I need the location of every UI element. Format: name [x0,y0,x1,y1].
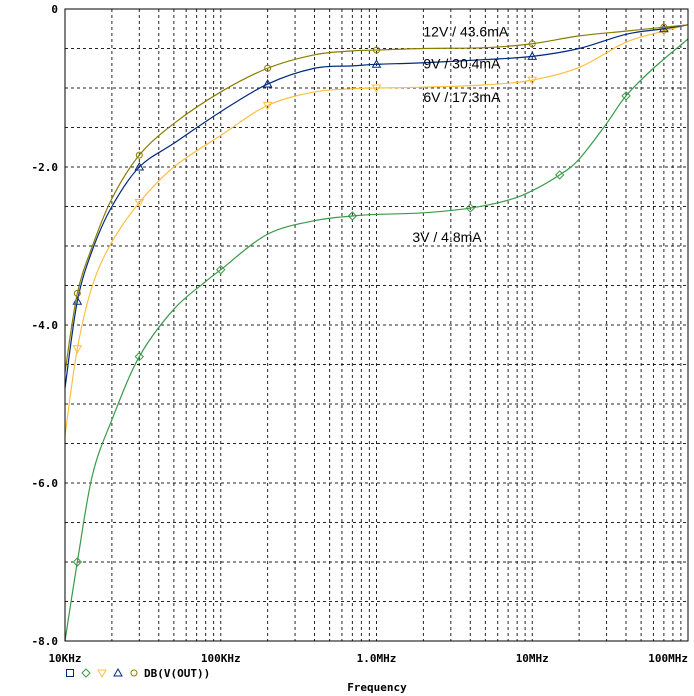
series-group [64,23,689,642]
data-point [134,351,145,362]
series-annotation: 9V / 30.4mA [423,55,501,71]
y-tick-labels: 0 -2.0 -4.0 -6.0 -8.0 [32,3,59,648]
y-tick-label: -4.0 [32,319,59,332]
data-point [262,79,273,88]
data-point [527,76,538,86]
series-annotation: 3V / 4.8mA [412,229,482,245]
data-point [528,40,536,48]
legend: DB(V(OUT)) [66,667,210,680]
legend-marker [130,669,138,677]
series-line [64,24,689,389]
plot-frame [64,8,689,642]
series-12v-43-6ma [64,23,689,373]
x-tick-label: 100MHz [648,652,688,665]
legend-marker [97,669,107,679]
y-tick-label: 0 [51,3,58,16]
data-point [371,59,382,68]
data-point [527,51,538,60]
data-point [262,101,273,111]
data-point [371,84,382,94]
data-point [135,151,143,159]
series-6v-17-3ma [64,24,689,436]
series-line [64,38,689,642]
data-point [216,264,226,275]
data-point [72,557,83,567]
y-tick-label: -6.0 [32,477,59,490]
y-tick-label: -2.0 [32,161,59,174]
data-point [554,170,565,180]
x-tick-label: 1.0MHz [357,652,397,665]
data-point [72,345,83,354]
data-point [465,203,475,213]
legend-label: DB(V(OUT)) [144,667,210,680]
legend-markers [66,667,138,679]
data-point [134,161,145,171]
x-axis-label: Frequency [347,681,407,694]
data-point [621,91,631,101]
x-tick-label: 10KHz [48,652,81,665]
series-line [64,24,689,436]
series-3v-4-8ma [64,38,689,642]
annotations: 12V / 43.6mA 9V / 30.4mA 6V / 17.3mA 3V / 4… [412,24,508,245]
legend-marker [113,667,123,677]
series-annotation: 12V / 43.6mA [423,24,508,40]
data-point [373,46,380,54]
x-tick-label: 10MHz [516,652,549,665]
data-point [73,289,81,297]
data-point [347,211,358,221]
data-point [659,23,669,33]
data-point [660,23,668,31]
y-tick-label: -8.0 [32,635,59,648]
series-annotation: 6V / 17.3mA [423,89,501,105]
x-tick-labels: 10KHz 100KHz 1.0MHz 10MHz 100MHz [48,652,688,665]
series-line [64,24,689,373]
legend-marker [66,669,74,677]
legend-marker [81,668,91,678]
data-point [134,199,145,208]
x-tick-label: 100KHz [201,652,241,665]
data-point [264,64,272,72]
